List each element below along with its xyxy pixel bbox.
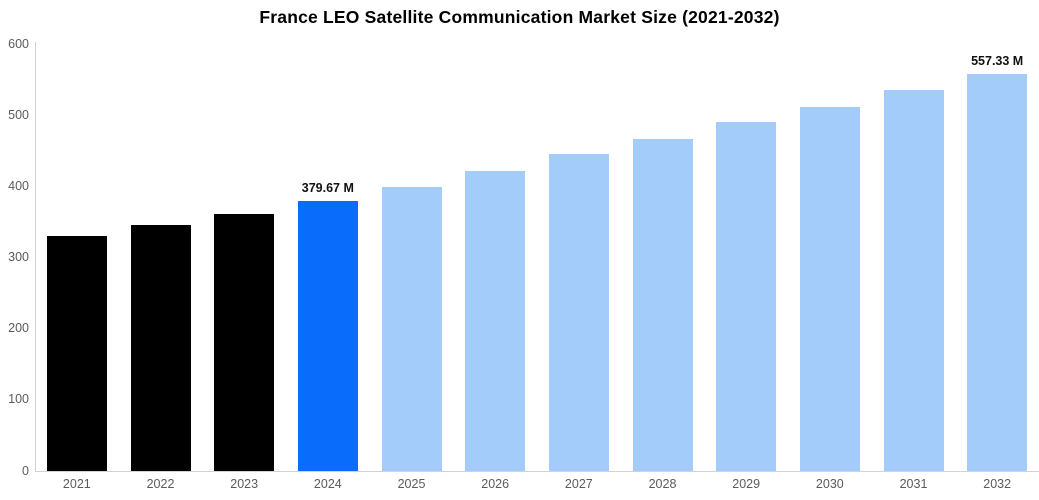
bar-value-label-2024: 379.67 M <box>301 180 354 195</box>
y-axis-tick-label-600: 600 <box>8 36 29 51</box>
bar-2026[interactable] <box>465 171 526 471</box>
x-axis-label-2024: 2024 <box>313 477 342 491</box>
bar-2022[interactable] <box>130 224 191 471</box>
y-axis-tick-label-100: 100 <box>8 392 29 407</box>
x-axis-label-2022: 2022 <box>146 477 175 491</box>
y-axis-tick-label-500: 500 <box>8 107 29 122</box>
x-axis-label-2029: 2029 <box>732 477 761 491</box>
bar-2031[interactable] <box>883 90 944 471</box>
x-axis-label-2021: 2021 <box>62 477 91 491</box>
bar-2029[interactable] <box>716 122 777 471</box>
bar-2027[interactable] <box>548 154 609 471</box>
bar-2032[interactable] <box>967 74 1028 471</box>
x-axis-line <box>35 471 1039 472</box>
bar-2028[interactable] <box>632 138 693 471</box>
y-axis-tick-label-200: 200 <box>8 321 29 336</box>
y-axis-tick-label-0: 0 <box>22 463 29 478</box>
x-axis-label-2025: 2025 <box>397 477 426 491</box>
x-axis-label-2027: 2027 <box>564 477 593 491</box>
x-axis-label-2031: 2031 <box>899 477 928 491</box>
y-axis-line <box>35 42 36 471</box>
y-axis-tick-label-400: 400 <box>8 178 29 193</box>
chart-title: France LEO Satellite Communication Marke… <box>259 7 780 27</box>
x-axis-label-2030: 2030 <box>815 477 844 491</box>
bar-value-label-2032: 557.33 M <box>971 54 1024 69</box>
x-axis-label-2023: 2023 <box>230 477 259 491</box>
x-axis-label-2026: 2026 <box>481 477 510 491</box>
bar-2023[interactable] <box>214 214 275 471</box>
bar-2021[interactable] <box>46 236 107 471</box>
x-axis-label-2028: 2028 <box>648 477 677 491</box>
bar-2024[interactable] <box>297 200 358 471</box>
y-axis-tick-label-300: 300 <box>8 250 29 264</box>
x-axis-label-2032: 2032 <box>983 477 1012 491</box>
bar-2030[interactable] <box>799 106 860 471</box>
bar-2025[interactable] <box>381 187 442 471</box>
